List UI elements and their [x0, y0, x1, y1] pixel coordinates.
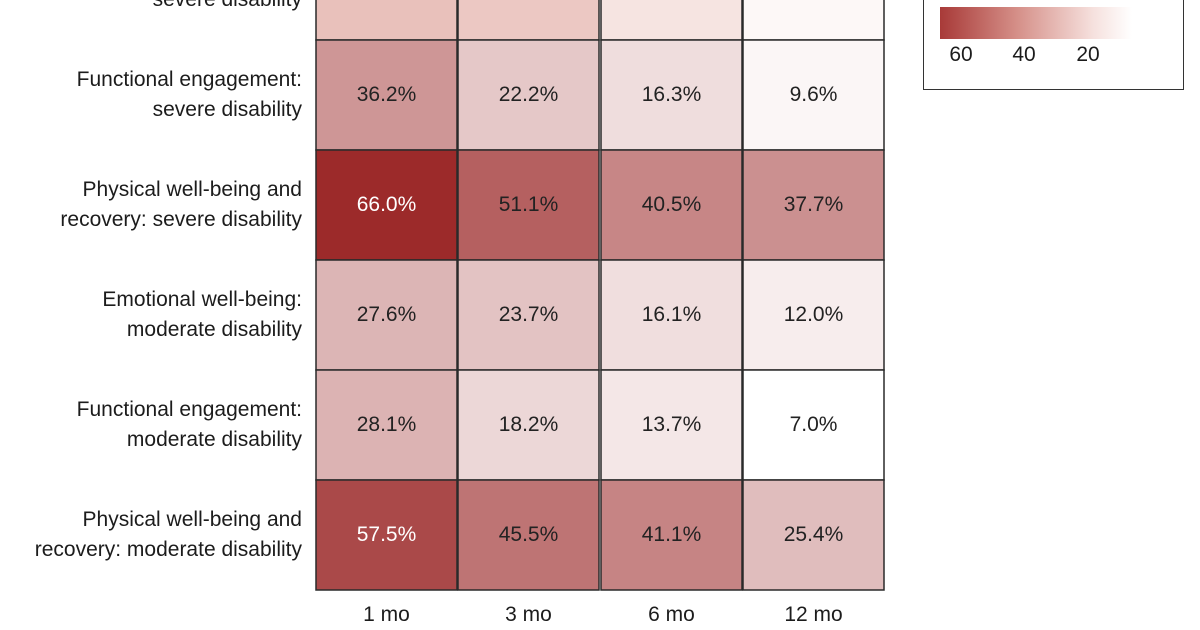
cell-value-label: 25.4% — [783, 523, 844, 546]
row-label-line: Physical well-being and — [82, 178, 302, 201]
heatmap-cell — [600, 369, 743, 481]
cell-value-label: 7.0% — [789, 413, 838, 436]
heatmap-cell — [315, 149, 458, 261]
row-label-line: Functional engagement: — [76, 68, 302, 91]
column-label: 3 mo — [505, 603, 552, 626]
cell-value-label: 57.5% — [356, 523, 417, 546]
heatmap-cell — [600, 479, 743, 591]
cell-value-label: 16.1% — [641, 303, 702, 326]
cell-value-label: 22.2% — [498, 83, 559, 106]
row-label-line: moderate disability — [126, 318, 302, 341]
heatmap-cell — [315, 369, 458, 481]
row-label-line: moderate disability — [126, 428, 302, 451]
row-label: Functional engagement: severe disability — [0, 65, 302, 125]
cell-value-label: 12.0% — [783, 303, 844, 326]
row-label-line: recovery: moderate disability — [34, 538, 302, 561]
heatmap-cell — [742, 479, 885, 591]
cell-value-label: 51.1% — [498, 193, 559, 216]
row-label-line: severe disability — [0, 0, 302, 15]
row-label: Functional engagement: moderate disabilit… — [0, 395, 302, 455]
legend-gradient-bar — [940, 7, 1132, 39]
heatmap-cell — [742, 259, 885, 371]
cell-value-label: 37.7% — [783, 193, 844, 216]
heatmap-cell — [742, 149, 885, 261]
heatmap-cell — [742, 0, 885, 41]
heatmap-cell — [457, 369, 600, 481]
legend-tick-label: 20 — [1076, 43, 1100, 66]
cell-value-label: 40.5% — [641, 193, 702, 216]
cell-value-label: 36.2% — [356, 83, 417, 106]
cell-value-label: 23.7% — [498, 303, 559, 326]
column-label: 1 mo — [363, 603, 410, 626]
cell-value-label: 66.0% — [356, 193, 417, 216]
legend-tick-label: 40 — [1012, 43, 1036, 66]
column-label: 6 mo — [648, 603, 695, 626]
cell-value-label: 9.6% — [789, 83, 838, 106]
heatmap-cell — [600, 149, 743, 261]
heatmap-cell — [315, 479, 458, 591]
heatmap-cell — [315, 259, 458, 371]
heatmap-cell — [742, 369, 885, 481]
heatmap-cell — [457, 149, 600, 261]
heatmap-cell — [457, 479, 600, 591]
row-label: Physical well-being and recovery: moderat… — [0, 505, 302, 565]
column-label: 12 mo — [784, 603, 843, 626]
row-label-line: Functional engagement: — [76, 398, 302, 421]
row-label-line: Emotional well-being: — [102, 288, 302, 311]
row-label: severe disability — [0, 0, 302, 15]
heatmap-cell — [600, 0, 743, 41]
heatmap-cell — [600, 259, 743, 371]
row-label: Physical well-being and recovery: severe … — [0, 175, 302, 235]
color-legend: 60 40 20 — [923, 0, 1184, 90]
cell-value-label: 41.1% — [641, 523, 702, 546]
cell-value-label: 45.5% — [498, 523, 559, 546]
row-label-line: Physical well-being and — [82, 508, 302, 531]
heatmap-cell — [457, 0, 600, 41]
heatmap-cell — [315, 0, 458, 41]
row-label-line: recovery: severe disability — [60, 208, 302, 231]
cell-value-label: 18.2% — [498, 413, 559, 436]
heatmap-cell — [457, 259, 600, 371]
legend-tick-label: 60 — [949, 43, 973, 66]
row-label: Emotional well-being: moderate disability — [0, 285, 302, 345]
row-label-line: severe disability — [152, 98, 302, 121]
cell-value-label: 28.1% — [356, 413, 417, 436]
cell-value-label: 16.3% — [641, 83, 702, 106]
cell-value-label: 27.6% — [356, 303, 417, 326]
cell-value-label: 13.7% — [641, 413, 702, 436]
